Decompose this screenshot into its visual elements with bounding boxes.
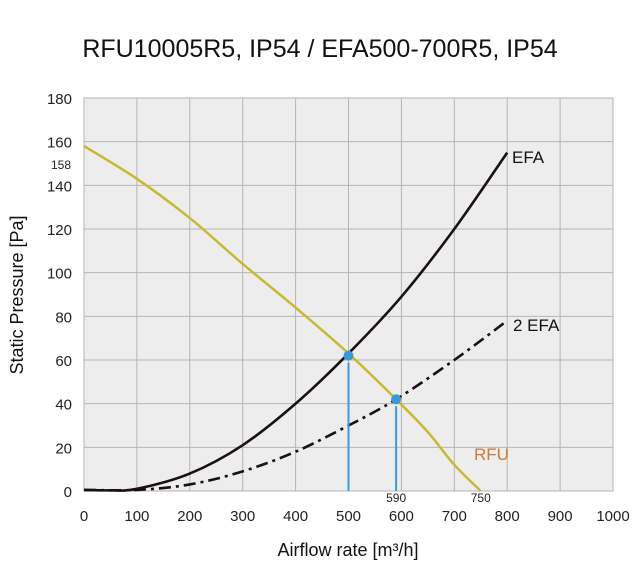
operating-point bbox=[391, 394, 402, 405]
annotation-label: 750 bbox=[471, 491, 491, 505]
tick-labels: 0 100 200 300 400 500 600 700 800 900 1000 0 20 40 60 8… bbox=[47, 91, 630, 525]
operating-points bbox=[343, 350, 402, 491]
y-tick-label: 100 bbox=[47, 266, 72, 283]
y-tick-label: 180 bbox=[47, 91, 72, 108]
grid bbox=[83, 97, 614, 492]
series-labels: RFU EFA 2 EFA bbox=[474, 148, 560, 464]
x-tick-label: 800 bbox=[495, 508, 520, 525]
x-tick-label: 200 bbox=[177, 508, 202, 525]
series-lines bbox=[83, 144, 509, 492]
y-tick-label: 120 bbox=[47, 222, 72, 239]
y-axis-label: Static Pressure [Pa] bbox=[7, 215, 27, 374]
y-tick-label: 60 bbox=[55, 353, 72, 370]
annotation-label: 590 bbox=[386, 491, 406, 505]
y-tick-label: 140 bbox=[47, 178, 72, 195]
x-tick-label: 400 bbox=[283, 508, 308, 525]
annotation-label: 158 bbox=[51, 158, 71, 172]
y-tick-label: 40 bbox=[55, 397, 72, 414]
x-tick-label: 0 bbox=[80, 508, 88, 525]
x-tick-label: 1000 bbox=[596, 508, 629, 525]
series-line-efa bbox=[83, 151, 509, 492]
series-label: RFU bbox=[474, 445, 509, 464]
series-label: 2 EFA bbox=[513, 316, 560, 335]
chart-title: RFU10005R5, IP54 / EFA500-700R5, IP54 bbox=[82, 35, 557, 63]
x-tick-label: 300 bbox=[230, 508, 255, 525]
series-line-rfu bbox=[83, 144, 482, 492]
x-tick-label: 900 bbox=[548, 508, 573, 525]
x-tick-label: 700 bbox=[442, 508, 467, 525]
x-tick-label: 600 bbox=[389, 508, 414, 525]
x-tick-label: 100 bbox=[124, 508, 149, 525]
x-axis-label: Airflow rate [m³/h] bbox=[277, 540, 418, 560]
series-line-2-efa bbox=[83, 319, 508, 492]
x-tick-label: 500 bbox=[336, 508, 361, 525]
y-tick-label: 0 bbox=[64, 484, 72, 501]
series-label: EFA bbox=[512, 148, 545, 167]
operating-point bbox=[343, 350, 354, 361]
y-tick-label: 20 bbox=[55, 440, 72, 457]
y-tick-label: 160 bbox=[47, 135, 72, 152]
y-tick-label: 80 bbox=[55, 309, 72, 326]
